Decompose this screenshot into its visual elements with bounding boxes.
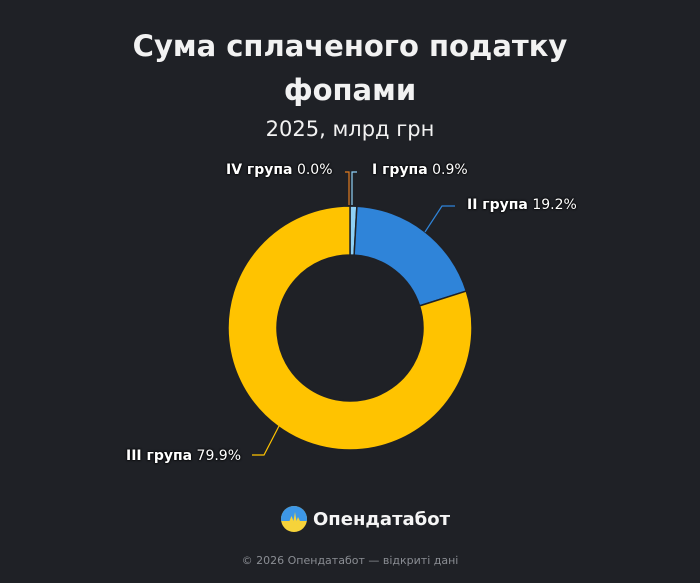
label-name: II група (467, 197, 528, 213)
chart-title-line2: фопами (283, 73, 417, 107)
footer-text: © 2026 Опендатабот — відкриті дані (241, 554, 459, 567)
leader-line (424, 205, 455, 233)
chart-title-line1: Сума сплаченого податку (132, 29, 568, 63)
label-value: 0.0% (296, 162, 333, 178)
label-value: 79.9% (196, 448, 242, 464)
leader-line (345, 171, 350, 205)
donut-slice[interactable] (353, 205, 468, 307)
brand-name: Опендатабот (313, 508, 451, 530)
label-value: 0.9% (432, 162, 468, 178)
opendatabot-logo-icon (281, 506, 307, 532)
leader-line (252, 425, 280, 456)
label-group-i: I група 0.9% (372, 162, 468, 178)
label-group-iv: IV група 0.0% (226, 162, 333, 178)
label-group-ii: II група 19.2% (467, 197, 577, 213)
label-name: IV група (226, 162, 293, 178)
donut-slice[interactable] (227, 205, 473, 451)
label-value: 19.2% (532, 197, 577, 213)
leader-lines (252, 171, 455, 456)
brand: Опендатабот (281, 506, 450, 532)
donut-slices (227, 205, 473, 451)
label-name: III група (126, 448, 193, 464)
chart-subtitle: 2025, млрд грн (265, 117, 435, 141)
leader-line (351, 171, 357, 205)
label-name: I група (372, 162, 428, 178)
label-group-iii: III група 79.9% (126, 448, 241, 464)
